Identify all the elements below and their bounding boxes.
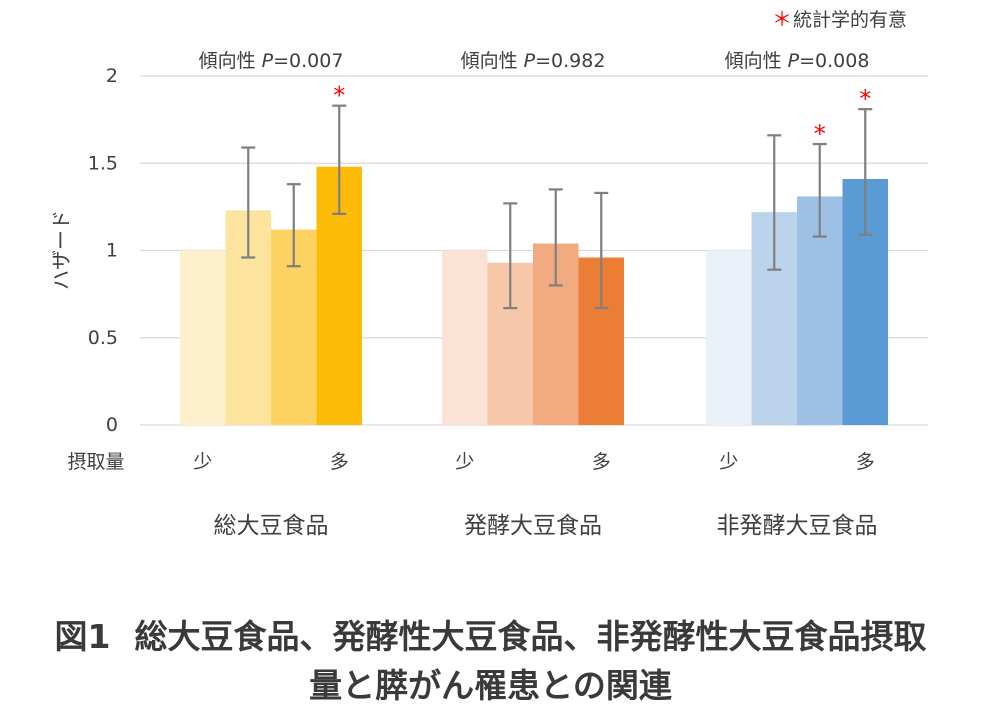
significance-star: * [814, 120, 826, 148]
intake-high-label: 多 [330, 451, 349, 473]
intake-row-label: 摂取量 [67, 451, 124, 473]
intake-low-label: 少 [719, 451, 738, 473]
trend-label-text: 傾向性 [461, 50, 524, 72]
trend-label-text: 傾向性 [725, 50, 788, 72]
y-axis-label: ハザード [49, 210, 73, 290]
group-name-label: 総大豆食品 [214, 513, 329, 539]
intake-low-label: 少 [193, 451, 212, 473]
figure-caption-line1: 図1 総大豆食品、発酵性大豆食品、非発酵性大豆食品摂取 [0, 615, 981, 659]
figure-label: 図1 [54, 617, 111, 656]
y-tick-label: 0.5 [88, 327, 118, 349]
trend-p-value: =0.982 [535, 50, 605, 72]
bar [180, 250, 226, 425]
trend-p-value: =0.007 [273, 50, 343, 72]
trend-p-label: 傾向性 P=0.008 [725, 50, 870, 72]
trend-p-label: 傾向性 P=0.982 [461, 50, 606, 72]
hazard-ratio-chart: 0 0.5 1 1.5 2 ハザード 傾向性 P=0.007 * 少多総大豆食品 傾向性 P=0.… [49, 7, 928, 539]
y-tick-label: 1 [106, 240, 118, 262]
group-name-label: 非発酵大豆食品 [717, 513, 878, 539]
significance-star: * [333, 82, 345, 110]
legend-label: 統計学的有意 [793, 9, 907, 31]
intake-high-label: 多 [856, 451, 875, 473]
y-tick-label: 0 [106, 414, 118, 436]
trend-label-text: 傾向性 [199, 50, 262, 72]
y-tick-label: 1.5 [88, 152, 118, 174]
figure-caption-text: 総大豆食品、発酵性大豆食品、非発酵性大豆食品摂取 [134, 617, 927, 656]
intake-low-label: 少 [455, 451, 474, 473]
bar [442, 250, 488, 425]
trend-p-symbol: P [524, 50, 536, 72]
y-tick-label: 2 [106, 65, 118, 87]
figure-caption-line2: 量と膵がん罹患との関連 [309, 666, 672, 705]
trend-p-symbol: P [262, 50, 274, 72]
group-name-label: 発酵大豆食品 [464, 513, 602, 539]
significance-star: * [859, 85, 871, 113]
trend-p-value: =0.008 [799, 50, 869, 72]
intake-high-label: 多 [592, 451, 611, 473]
bar [706, 250, 752, 425]
legend-marker: ＊ [772, 7, 792, 31]
trend-p-label: 傾向性 P=0.007 [199, 50, 344, 72]
trend-p-symbol: P [788, 50, 800, 72]
